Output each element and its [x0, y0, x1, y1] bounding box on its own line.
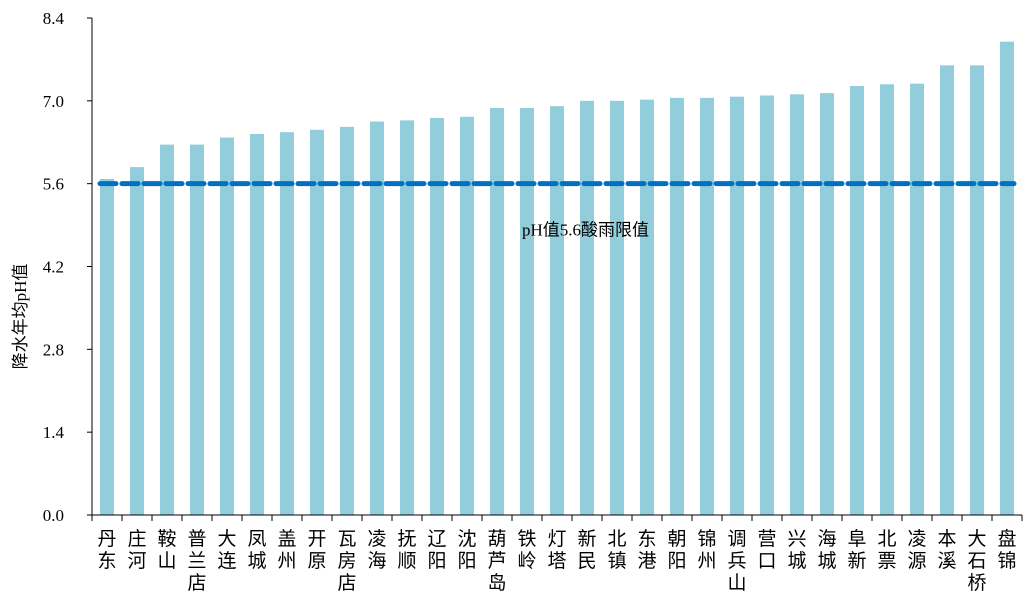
bar: [1000, 41, 1014, 516]
bar: [220, 137, 234, 515]
x-category-label: 大石桥: [967, 528, 986, 594]
x-category-label: 调兵山: [727, 528, 746, 594]
bar: [880, 84, 894, 516]
x-category-label: 凌源: [907, 528, 926, 572]
x-category-label: 锦州: [697, 528, 716, 572]
bar: [790, 94, 804, 515]
reference-line-label: pH值5.6酸雨限值: [522, 221, 649, 240]
x-category-label: 丹东: [97, 529, 116, 572]
x-category-label: 新民: [577, 528, 596, 572]
bar: [640, 99, 654, 516]
bar: [940, 65, 954, 515]
x-category-label: 铁岭: [517, 528, 536, 572]
x-category-label: 盘锦: [997, 528, 1016, 572]
bars: [100, 41, 1014, 516]
y-tick-label: 2.8: [43, 340, 64, 359]
bar: [340, 126, 354, 515]
x-category-label: 庄河: [127, 528, 146, 572]
x-category-label: 海城: [817, 528, 836, 572]
bar: [190, 144, 204, 515]
y-tick-label: 8.4: [43, 9, 65, 28]
x-category-label: 大连: [217, 528, 236, 572]
y-axis: 0.0 1.4 2.8 4.2 5.6 7.0 8.4: [43, 9, 93, 525]
x-category-label: 兴城: [787, 528, 806, 572]
bar: [730, 96, 744, 516]
x-category-label: 阜新: [847, 528, 866, 572]
x-category-label: 灯塔: [547, 528, 566, 572]
bar: [430, 117, 444, 515]
y-tick-label: 5.6: [43, 175, 64, 194]
x-category-label: 普兰店: [187, 528, 206, 594]
bar: [280, 132, 294, 516]
bar: [100, 178, 114, 515]
x-axis: 丹东庄河鞍山普兰店大连凤城盖州开原瓦房店凌海抚顺辽阳沈阳葫芦岛铁岭灯塔新民北镇东…: [91, 514, 1023, 594]
bar: [310, 129, 324, 515]
bar: [820, 93, 834, 516]
bar: [700, 97, 714, 515]
x-category-label: 葫芦岛: [487, 528, 506, 594]
bar: [850, 86, 864, 516]
x-category-label: 盖州: [277, 528, 296, 572]
x-category-label: 朝阳: [667, 528, 686, 572]
bar: [400, 120, 414, 515]
bar: [460, 116, 474, 515]
bar: [670, 97, 684, 515]
y-tick-label: 4.2: [43, 258, 64, 277]
bar: [580, 100, 594, 515]
bar: [550, 106, 564, 516]
x-category-label: 抚顺: [397, 528, 416, 572]
bar: [970, 65, 984, 515]
x-category-label: 开原: [307, 529, 326, 572]
x-category-label: 瓦房店: [337, 529, 356, 594]
x-category-label: 北镇: [607, 528, 626, 572]
x-category-label: 凌海: [367, 528, 386, 572]
x-category-label: 本溪: [937, 528, 956, 572]
bar: [130, 167, 144, 515]
bar: [370, 121, 384, 516]
y-tick-label: 1.4: [43, 423, 65, 442]
x-category-label: 鞍山: [157, 528, 176, 572]
bar: [160, 144, 174, 515]
y-tick-label: 0.0: [43, 506, 64, 525]
x-category-label: 东港: [637, 528, 656, 572]
bar: [610, 100, 624, 515]
y-axis-title: 降水年均pH值: [11, 264, 30, 370]
bar: [910, 83, 924, 516]
bar: [520, 107, 534, 515]
x-category-label: 辽阳: [427, 528, 446, 572]
x-category-label: 北票: [877, 528, 896, 572]
bar: [760, 95, 774, 515]
x-category-label: 沈阳: [457, 528, 476, 572]
x-category-label: 营口: [757, 528, 776, 572]
bar: [490, 107, 504, 515]
x-category-label: 凤城: [247, 529, 266, 572]
bar: [250, 133, 264, 515]
y-tick-label: 7.0: [43, 92, 64, 111]
